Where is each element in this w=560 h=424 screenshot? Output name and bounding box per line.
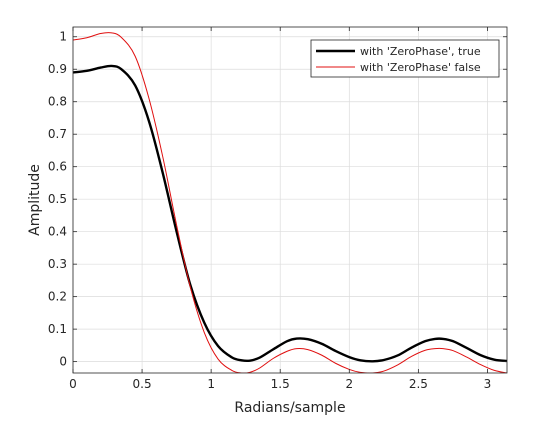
series-line-2 xyxy=(73,32,507,373)
legend-box xyxy=(310,39,500,78)
axes-box xyxy=(72,26,508,374)
x-tick-label: 2.5 xyxy=(409,377,428,391)
y-tick-label: 0.6 xyxy=(48,160,67,174)
plot-area xyxy=(73,27,507,373)
y-tick-label: 0.3 xyxy=(48,257,67,271)
y-tick-label: 0 xyxy=(59,355,67,369)
legend[interactable]: with 'ZeroPhase', true with 'ZeroPhase' f… xyxy=(310,39,500,78)
x-tick-label: 1 xyxy=(207,377,215,391)
y-tick-label: 0.9 xyxy=(48,62,67,76)
axis-ticks: 0 0.5 1 1.5 2 2.5 3 0 0.1 0.2 0.3 0.4 0.5 0.6 0.7 0.8 0.… xyxy=(48,27,507,391)
grid xyxy=(72,27,507,373)
series-line-1 xyxy=(73,64,507,363)
y-tick-label: 0.8 xyxy=(48,95,67,109)
x-axis-label: Radians/sample xyxy=(234,400,345,416)
legend-label-1: with 'ZeroPhase', true xyxy=(360,45,481,58)
x-tick-label: 0.5 xyxy=(133,377,152,391)
y-tick-label: 1 xyxy=(59,30,67,44)
y-tick-label: 0.1 xyxy=(48,322,67,336)
y-tick-label: 0.7 xyxy=(48,127,67,141)
y-tick-label: 0.4 xyxy=(48,225,67,239)
y-axis-label: Amplitude xyxy=(27,164,43,236)
x-tick-label: 0 xyxy=(69,377,77,391)
x-tick-label: 3 xyxy=(484,377,492,391)
x-tick-label: 2 xyxy=(345,377,353,391)
series-lines xyxy=(73,32,507,373)
y-tick-label: 0.5 xyxy=(48,192,67,206)
x-tick-label: 1.5 xyxy=(271,377,290,391)
legend-label-2: with 'ZeroPhase' false xyxy=(360,61,481,74)
y-tick-label: 0.2 xyxy=(48,290,67,304)
